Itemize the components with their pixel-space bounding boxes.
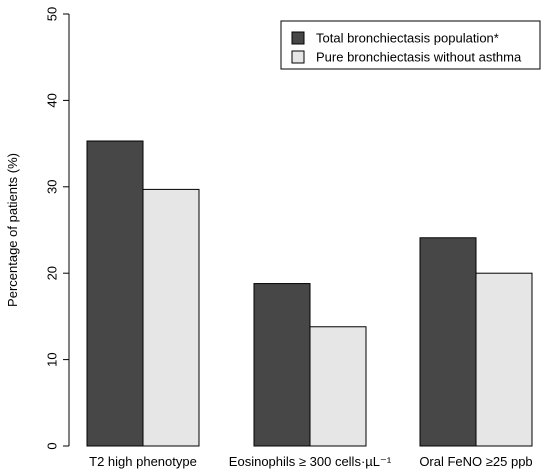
y-axis: 0 10 20 30 40 50 [45,7,70,450]
legend-box [280,20,541,70]
bars [86,140,533,447]
y-tick-label: 20 [45,266,60,280]
bar-pure-0 [142,188,200,447]
bar-total-2 [419,237,477,447]
bar-total-1 [253,283,311,447]
x-axis-labels: T2 high phenotype Eosinophils ≥ 300 cells… [89,454,533,469]
legend-swatch [291,31,305,45]
bar-pure-1 [309,326,367,447]
y-tick-label: 40 [45,93,60,107]
x-tick-label: Oral FeNO ≥25 ppb [419,454,532,469]
y-tick-label: 10 [45,352,60,366]
y-tick-label: 0 [45,442,60,449]
bar-total-0 [86,140,144,447]
legend-label: Pure bronchiectasis without asthma [316,50,522,65]
x-tick-label: T2 high phenotype [89,454,197,469]
y-tick-label: 30 [45,180,60,194]
legend: Total bronchiectasis population* Pure bro… [280,20,541,70]
bar-pure-2 [475,272,533,447]
y-tick-label: 50 [45,7,60,21]
legend-swatch [291,50,305,64]
x-tick-label: Eosinophils ≥ 300 cells·µL⁻¹ [229,454,392,469]
legend-label: Total bronchiectasis population* [316,31,499,46]
y-axis-label: Percentage of patients (%) [5,153,20,307]
